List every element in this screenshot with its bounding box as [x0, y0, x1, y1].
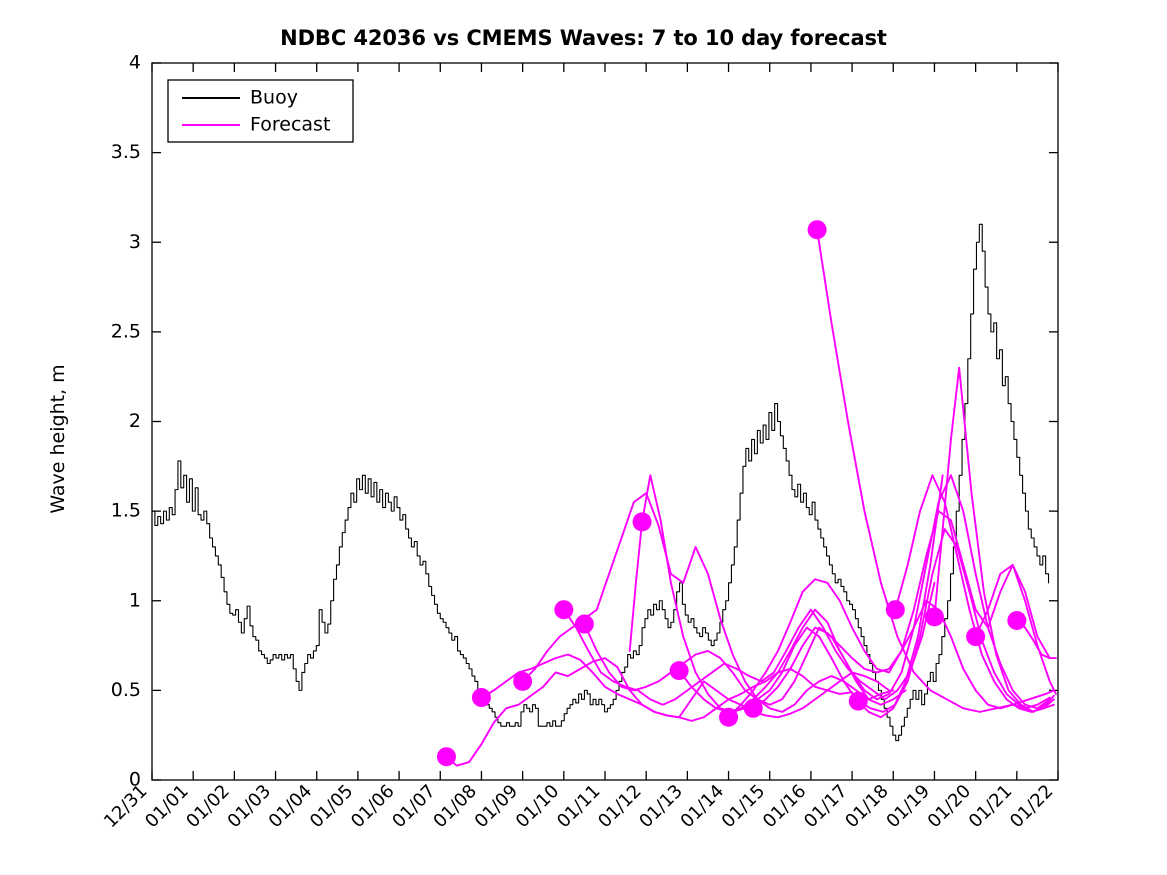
x-tick-label: 01/08: [429, 781, 481, 833]
x-tick-label: 01/07: [388, 781, 440, 833]
x-tick-label: 01/06: [347, 781, 399, 833]
y-tick-label: 0: [129, 769, 141, 791]
forecast-series-line: [521, 492, 895, 713]
forecast-start-marker: [669, 661, 689, 681]
forecast-start-marker: [719, 707, 739, 727]
forecast-series-line: [480, 653, 891, 722]
x-tick-label: 12/31: [100, 781, 152, 833]
forecast-start-marker: [848, 691, 868, 711]
x-axis-ticks: 12/3101/0101/0201/0301/0401/0501/0601/07…: [100, 63, 1059, 833]
forecast-start-marker: [513, 671, 533, 691]
x-tick-label: 01/12: [594, 781, 646, 833]
forecast-series-line: [727, 510, 1051, 719]
y-tick-label: 4: [129, 52, 141, 74]
y-tick-label: 2.5: [111, 320, 141, 342]
x-tick-label: 01/03: [224, 781, 276, 833]
x-tick-label: 01/22: [1006, 781, 1058, 833]
legend-label: Buoy: [250, 87, 298, 109]
forecast-start-marker: [807, 220, 827, 240]
forecast-start-marker: [924, 607, 944, 627]
x-tick-label: 01/18: [841, 781, 893, 833]
y-tick-label: 0.5: [111, 679, 141, 701]
forecast-series-line: [933, 366, 1055, 713]
forecast-start-marker: [1007, 610, 1027, 630]
x-tick-label: 01/01: [141, 781, 193, 833]
legend-label: Forecast: [250, 114, 330, 136]
forecast-series-line: [562, 581, 936, 706]
x-tick-label: 01/14: [677, 781, 729, 833]
forecast-start-marker: [554, 600, 574, 620]
buoy-series-line: [151, 223, 1050, 742]
x-tick-label: 01/05: [306, 781, 358, 833]
plot-frame: [151, 62, 1059, 781]
legend: Buoy Forecast: [167, 79, 354, 143]
forecast-start-markers-group: [436, 220, 1027, 767]
forecast-start-marker: [966, 627, 986, 647]
forecast-series-line: [628, 474, 944, 719]
forecast-series-line: [857, 528, 1055, 713]
x-tick-label: 01/16: [759, 781, 811, 833]
x-tick-label: 01/04: [265, 781, 317, 833]
x-tick-label: 01/02: [182, 781, 234, 833]
forecast-series-line: [974, 563, 1057, 695]
x-tick-label: 01/10: [512, 781, 564, 833]
forecast-start-marker: [574, 614, 594, 634]
forecast-start-marker: [632, 512, 652, 532]
x-tick-label: 01/21: [965, 781, 1017, 833]
forecast-start-marker: [471, 688, 491, 708]
y-axis-ticks: 0 0.5 1 1.5 2 2.5 3 3.5 4: [111, 52, 1058, 791]
x-tick-label: 01/09: [471, 781, 523, 833]
y-tick-label: 1: [129, 589, 141, 611]
forecast-start-marker: [436, 747, 456, 767]
x-tick-label: 01/19: [882, 781, 934, 833]
forecast-start-marker: [885, 600, 905, 620]
x-tick-label: 01/13: [635, 781, 687, 833]
x-tick-label: 01/17: [800, 781, 852, 833]
x-tick-label: 01/15: [718, 781, 770, 833]
forecast-start-marker: [743, 698, 763, 718]
y-tick-label: 1.5: [111, 500, 141, 522]
data-series-group: [151, 223, 1057, 767]
x-tick-label: 01/20: [924, 781, 976, 833]
y-tick-label: 3.5: [111, 141, 141, 163]
chart-title: NDBC 42036 vs CMEMS Waves: 7 to 10 day f…: [280, 26, 887, 50]
y-tick-label: 2: [129, 410, 141, 432]
forecast-series-line: [816, 228, 1055, 713]
y-tick-label: 3: [129, 231, 141, 253]
x-tick-label: 01/11: [553, 781, 605, 833]
forecast-series-line: [445, 657, 854, 767]
